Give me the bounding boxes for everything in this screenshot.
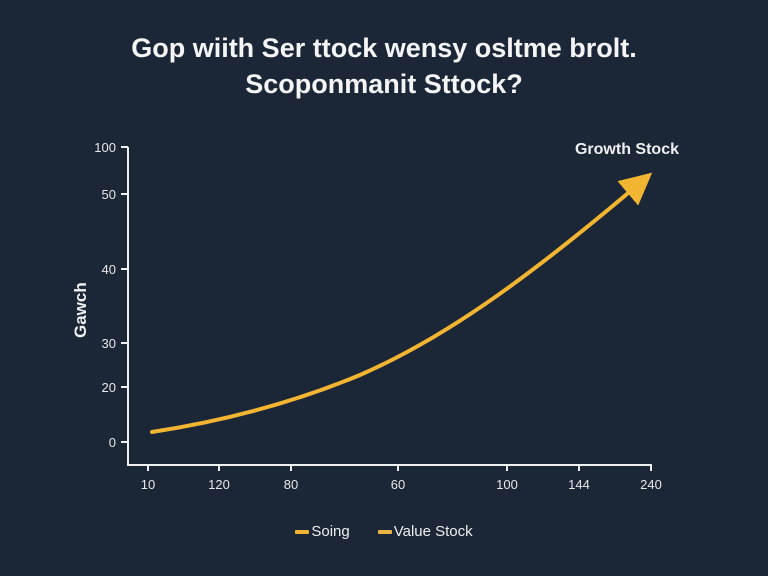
growth-stock-line — [150, 172, 653, 434]
x-tick-label: 10 — [141, 477, 155, 492]
y-tick-label: 20 — [102, 380, 116, 395]
y-tick-label: 0 — [109, 435, 116, 450]
y-tick-label: 100 — [94, 140, 116, 155]
y-tick-label: 40 — [102, 262, 116, 277]
legend-swatch-soing-icon — [295, 529, 310, 534]
y-axis-label: Gawch — [71, 282, 90, 338]
y-tick-label: 30 — [102, 336, 116, 351]
x-tick-label: 80 — [284, 477, 298, 492]
legend-item-value-stock: Value Stock — [377, 523, 473, 540]
chart-title-line-2: Scoponmanit Sttock? — [245, 69, 523, 99]
legend-swatch-value-stock-icon — [377, 529, 392, 534]
x-tick-label: 60 — [391, 477, 405, 492]
x-tick-label: 240 — [640, 477, 662, 492]
x-tick-label: 100 — [496, 477, 518, 492]
legend-label-value-stock: Value Stock — [393, 523, 473, 540]
growth-stock-annotation: Growth Stock — [575, 141, 679, 158]
chart-title-line-1: Gop wiith Ser ttock wensy osltme brolt. — [131, 33, 637, 63]
x-tick-label: 120 — [208, 477, 230, 492]
x-tick-label: 144 — [568, 477, 590, 492]
y-axis: 100 50 40 30 20 0 — [94, 140, 129, 465]
chart-title: Gop wiith Ser ttock wensy osltme brolt. … — [0, 30, 768, 102]
legend-label-soing: Soing — [311, 523, 350, 540]
legend-item-soing: Soing — [295, 523, 350, 540]
chart-legend: Soing Value Stock — [0, 523, 768, 540]
x-axis: 10 120 80 60 100 144 240 — [127, 464, 662, 492]
y-tick-label: 50 — [102, 187, 116, 202]
